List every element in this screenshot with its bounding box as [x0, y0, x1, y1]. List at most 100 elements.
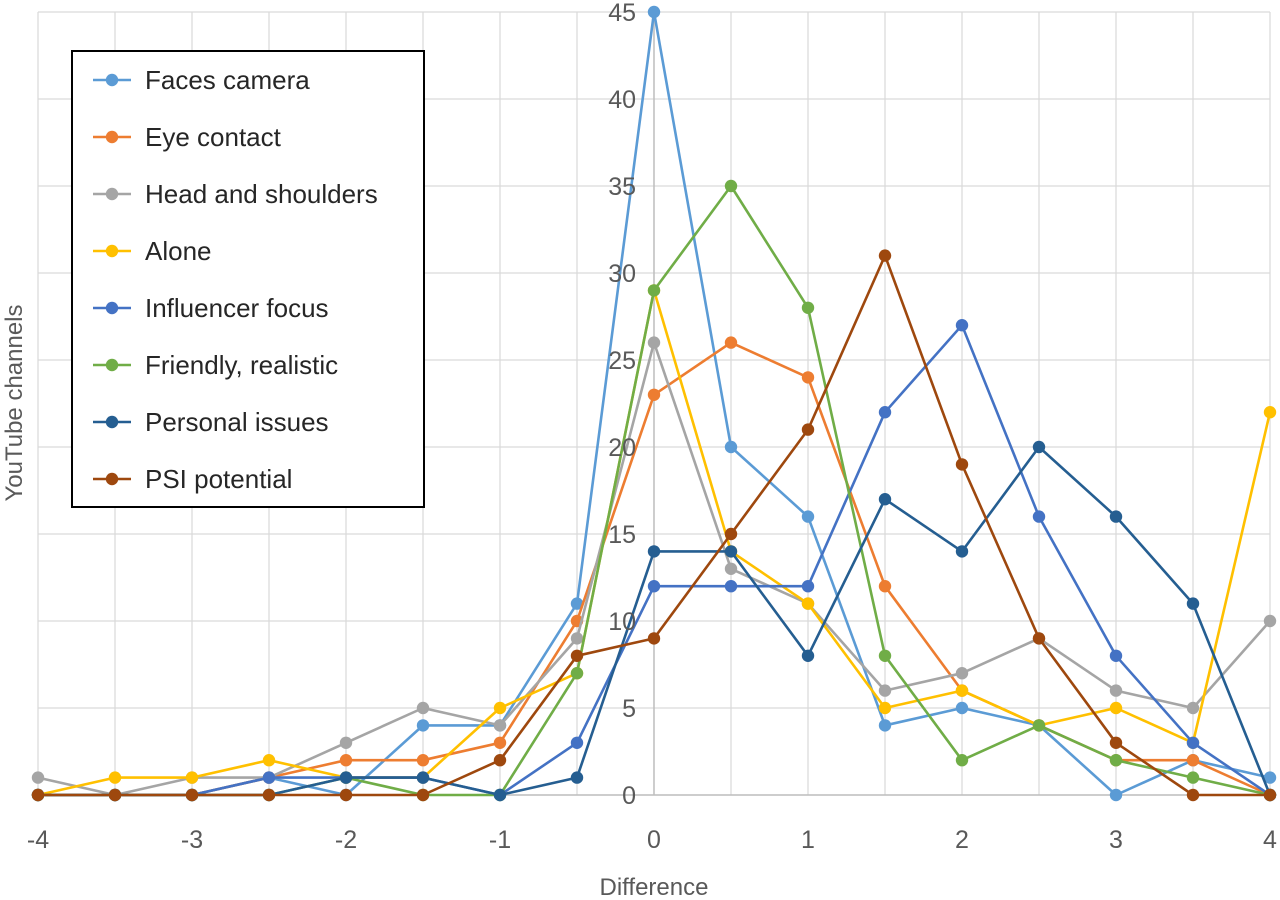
- data-point: [724, 562, 738, 575]
- data-point: [1109, 649, 1123, 662]
- y-tick-label: 10: [608, 608, 636, 636]
- data-point: [878, 406, 892, 419]
- legend-label: Personal issues: [145, 407, 329, 437]
- data-point: [1186, 701, 1200, 715]
- x-tick-label: 4: [1263, 826, 1277, 854]
- x-tick-label: 2: [955, 826, 969, 854]
- data-point: [1186, 788, 1200, 802]
- y-tick-label: 15: [608, 521, 636, 549]
- legend-label: PSI potential: [145, 464, 292, 494]
- data-point: [185, 771, 199, 784]
- data-point: [647, 580, 661, 593]
- data-point: [108, 771, 122, 784]
- data-point: [262, 788, 276, 802]
- data-point: [878, 249, 892, 262]
- y-tick-label: 5: [622, 695, 636, 723]
- data-point: [262, 771, 276, 784]
- data-point: [1263, 771, 1277, 784]
- data-point: [1032, 719, 1046, 732]
- legend-label: Friendly, realistic: [145, 350, 338, 380]
- data-point: [801, 510, 815, 523]
- legend-marker: [105, 415, 119, 429]
- data-point: [647, 388, 661, 401]
- data-point: [1109, 788, 1123, 802]
- data-point: [493, 701, 507, 715]
- legend-item: Personal issues: [93, 407, 329, 437]
- data-point: [1032, 510, 1046, 523]
- data-point: [1263, 788, 1277, 802]
- y-tick-label: 25: [608, 347, 636, 375]
- data-point: [570, 649, 584, 662]
- series-layer: [31, 5, 1277, 802]
- data-point: [1186, 771, 1200, 784]
- data-point: [724, 580, 738, 593]
- x-tick-label: -2: [335, 826, 357, 854]
- y-tick-label: 45: [608, 0, 636, 27]
- data-point: [185, 788, 199, 802]
- data-point: [1186, 754, 1200, 767]
- legend-item: Alone: [93, 236, 212, 266]
- x-tick-label: 3: [1109, 826, 1123, 854]
- data-point: [878, 719, 892, 732]
- data-point: [339, 736, 353, 749]
- data-point: [955, 458, 969, 471]
- legend-label: Alone: [145, 236, 212, 266]
- data-point: [570, 597, 584, 610]
- data-point: [878, 649, 892, 662]
- legend-marker: [105, 301, 119, 315]
- data-point: [801, 597, 815, 610]
- legend-item: Faces camera: [93, 65, 310, 95]
- data-point: [647, 545, 661, 558]
- data-point: [878, 684, 892, 697]
- data-point: [801, 649, 815, 662]
- data-point: [339, 754, 353, 767]
- data-point: [955, 545, 969, 558]
- data-point: [724, 336, 738, 349]
- y-tick-label: 0: [622, 782, 636, 810]
- x-tick-label: -4: [27, 826, 49, 854]
- data-point: [1109, 736, 1123, 749]
- data-point: [1109, 510, 1123, 523]
- data-point: [647, 632, 661, 645]
- data-point: [1186, 597, 1200, 610]
- data-point: [1109, 701, 1123, 715]
- data-point: [1186, 736, 1200, 749]
- data-point: [416, 754, 430, 767]
- x-tick-label: -3: [181, 826, 203, 854]
- data-point: [724, 440, 738, 454]
- data-point: [262, 754, 276, 767]
- data-point: [493, 788, 507, 802]
- data-point: [493, 719, 507, 732]
- data-point: [724, 179, 738, 193]
- legend-item: Head and shoulders: [93, 179, 378, 209]
- data-point: [31, 771, 45, 784]
- data-point: [955, 701, 969, 715]
- data-point: [878, 493, 892, 506]
- data-point: [1263, 406, 1277, 419]
- data-point: [416, 719, 430, 732]
- data-point: [570, 632, 584, 645]
- data-point: [955, 667, 969, 680]
- data-point: [647, 336, 661, 349]
- legend-label: Head and shoulders: [145, 179, 378, 209]
- data-point: [955, 319, 969, 332]
- data-point: [570, 667, 584, 680]
- legend-marker: [105, 130, 119, 144]
- legend-marker: [105, 472, 119, 486]
- legend-marker: [105, 244, 119, 258]
- y-tick-label: 35: [608, 173, 636, 201]
- legend-label: Eye contact: [145, 122, 282, 152]
- data-point: [1109, 754, 1123, 767]
- y-tick-label: 30: [608, 260, 636, 288]
- data-point: [878, 580, 892, 593]
- legend-box: [71, 50, 425, 508]
- legend-item: Influencer focus: [93, 293, 329, 323]
- y-tick-label: 40: [608, 86, 636, 114]
- data-point: [801, 301, 815, 314]
- legend-marker: [105, 358, 119, 372]
- data-point: [416, 701, 430, 715]
- x-tick-label: 1: [801, 826, 815, 854]
- data-point: [878, 701, 892, 715]
